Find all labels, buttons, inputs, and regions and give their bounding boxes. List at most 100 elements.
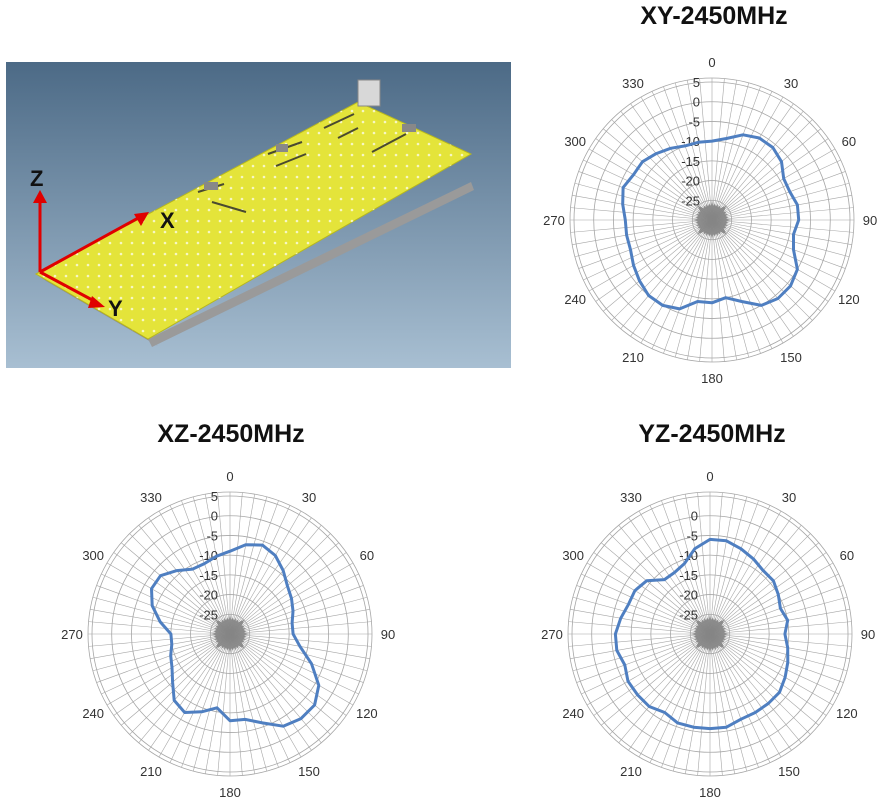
data-point <box>616 649 618 651</box>
grid-spoke <box>229 552 347 635</box>
grid-spoke <box>711 103 794 221</box>
grid-spoke <box>699 78 713 221</box>
data-point <box>229 720 231 722</box>
angle-tick-label: 0 <box>706 469 713 484</box>
data-point <box>229 550 231 552</box>
angle-tick-label: 180 <box>699 785 721 800</box>
grid-spoke <box>711 219 737 360</box>
grid-spoke <box>709 633 735 774</box>
grid-spoke <box>709 633 827 716</box>
grid-spoke <box>711 119 813 221</box>
center-core <box>210 614 250 654</box>
data-point <box>796 268 798 270</box>
grid-spoke <box>229 505 291 635</box>
data-point <box>787 619 789 621</box>
grid-spoke <box>663 86 713 221</box>
data-point <box>742 134 744 136</box>
data-point <box>627 680 629 682</box>
board-connector <box>357 79 381 107</box>
data-point <box>711 302 713 304</box>
data-point <box>779 607 781 609</box>
grid-spoke <box>711 219 852 245</box>
grid-spoke <box>572 219 713 245</box>
grid-spoke <box>711 219 850 258</box>
grid-spoke <box>581 573 711 635</box>
data-point <box>752 558 754 560</box>
radial-tick-label: 0 <box>691 509 698 524</box>
grid-spoke <box>709 494 735 635</box>
grid-spoke <box>570 219 713 233</box>
grid-spoke <box>572 596 711 635</box>
grid-spoke <box>229 633 354 706</box>
grid-spoke <box>205 633 231 774</box>
angle-tick-label: 60 <box>840 548 854 563</box>
angle-tick-label: 0 <box>708 55 715 70</box>
radial-tick-label: -20 <box>679 588 698 603</box>
data-point <box>184 711 186 714</box>
data-point <box>784 633 786 635</box>
grid-spoke <box>709 633 792 751</box>
grid-spoke <box>229 633 243 776</box>
grid-spoke <box>620 111 713 221</box>
angle-tick-label: 120 <box>356 706 378 721</box>
grid-spoke <box>229 525 322 635</box>
grid-spoke <box>574 219 713 258</box>
grid-spoke <box>709 500 759 635</box>
angle-tick-label: 0 <box>226 469 233 484</box>
grid-spoke <box>709 633 852 647</box>
angle-tick-label: 30 <box>784 76 798 91</box>
grid-spoke <box>709 633 771 763</box>
data-point <box>215 555 217 557</box>
grid-spoke <box>601 633 711 726</box>
grid-spoke <box>229 633 359 695</box>
grid-spoke <box>574 182 713 221</box>
grid-spoke <box>581 633 711 695</box>
data-point <box>787 647 789 649</box>
data-point <box>292 633 294 635</box>
angle-tick-label: 240 <box>82 706 104 721</box>
grid-spoke <box>92 633 231 672</box>
grid-spoke <box>106 562 231 635</box>
board-via-array <box>36 102 471 339</box>
radial-tick-label: -25 <box>681 193 700 208</box>
angle-tick-label: 150 <box>780 350 802 365</box>
grid-spoke <box>90 633 231 659</box>
data-point <box>772 580 774 582</box>
grid-spoke <box>709 542 819 635</box>
grid-spoke <box>709 633 811 735</box>
antenna-board-render: Z X Y <box>6 62 511 368</box>
grid-spoke <box>88 621 231 635</box>
data-point <box>789 285 792 287</box>
data-point <box>641 161 644 163</box>
radial-tick-label: -20 <box>199 588 218 603</box>
coordinate-axes <box>33 190 149 308</box>
grid-spoke <box>709 633 844 683</box>
grid-spoke <box>709 633 834 706</box>
grid-spoke <box>651 219 713 349</box>
grid-spoke <box>661 500 711 635</box>
grid-spoke <box>709 517 792 635</box>
data-point <box>655 153 657 155</box>
grid-spoke <box>583 159 713 221</box>
data-point <box>711 140 713 142</box>
grid-spoke <box>697 492 711 635</box>
angle-tick-label: 150 <box>298 764 320 779</box>
angle-tick-label: 210 <box>622 350 644 365</box>
grid-spoke <box>651 91 713 221</box>
grid-spoke <box>672 496 711 635</box>
data-point <box>624 219 626 221</box>
radial-tick-label: -15 <box>199 568 218 583</box>
grid-spoke <box>709 562 834 635</box>
grid-spoke <box>568 621 711 635</box>
data-point <box>274 554 276 557</box>
grid-spoke <box>192 633 231 772</box>
grid-spoke <box>709 533 811 635</box>
grid-spoke <box>709 552 827 635</box>
grid-spoke <box>685 633 711 774</box>
data-point <box>170 633 172 635</box>
grid-spoke <box>229 496 268 635</box>
angle-tick-label: 90 <box>861 627 875 642</box>
grid-spoke <box>181 633 231 768</box>
data-point <box>760 304 762 306</box>
grid-spoke <box>709 633 848 672</box>
